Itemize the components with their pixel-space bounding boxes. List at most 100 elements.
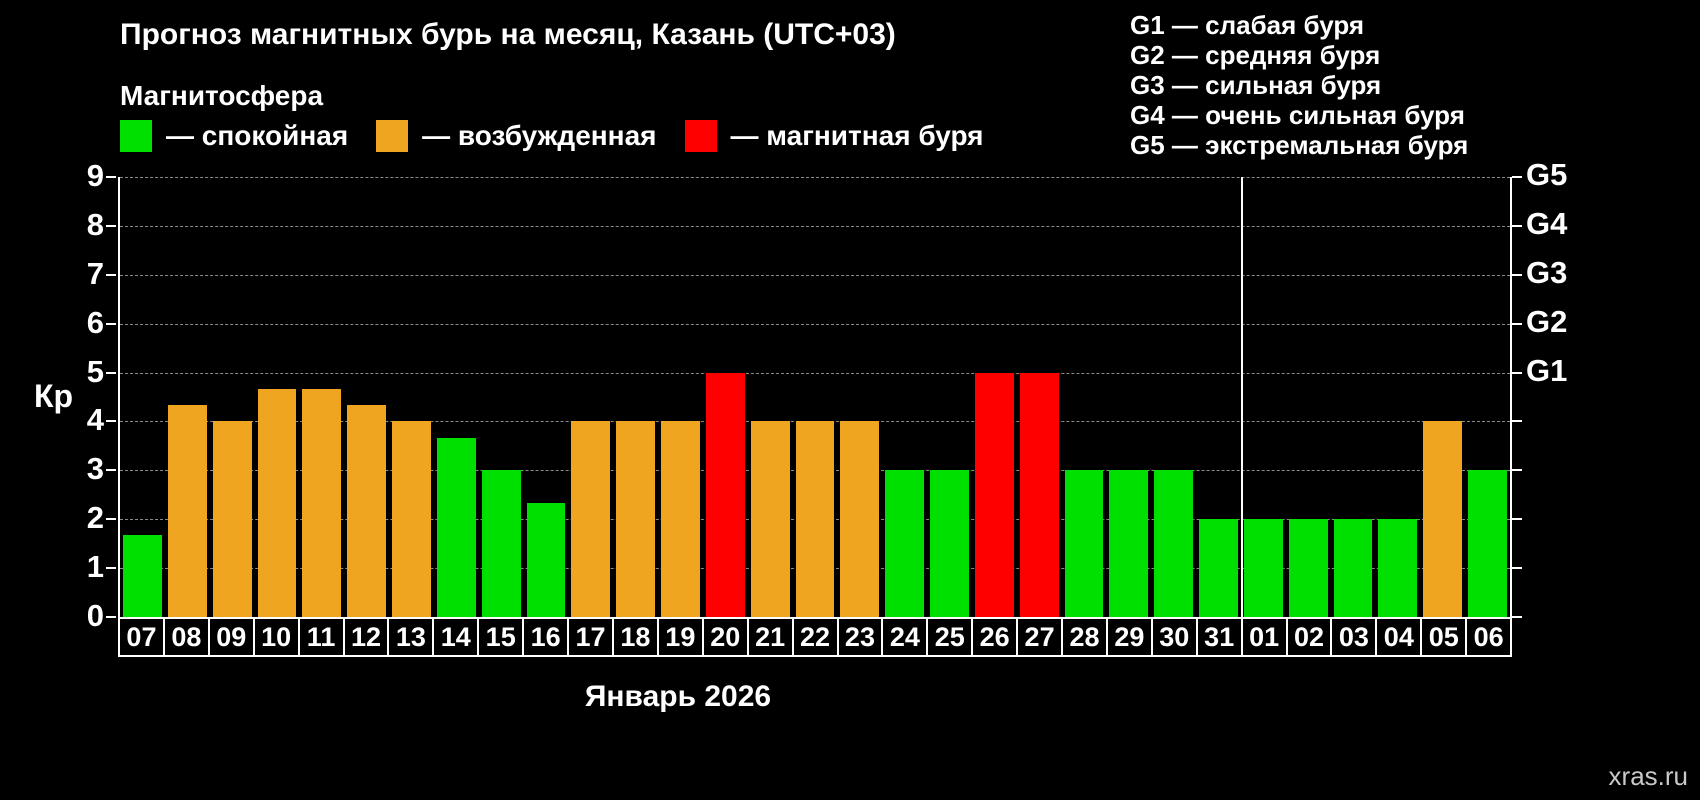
legend-item-storm: — магнитная буря — [684, 120, 984, 152]
legend-item-excited: — возбужденная — [376, 120, 657, 152]
grid-line — [120, 225, 1510, 227]
legend-heading: Магнитосфера — [120, 80, 324, 111]
day-label: 12 — [345, 619, 390, 655]
day-label: 02 — [1288, 619, 1333, 655]
day-label: 01 — [1243, 619, 1288, 655]
g-scale-tick-label: G4 — [1526, 205, 1568, 241]
day-label: 19 — [659, 619, 704, 655]
kp-bar-day-12 — [347, 405, 387, 617]
kp-bar-day-05 — [1423, 421, 1463, 617]
grid-line — [120, 323, 1510, 325]
month-separator-line — [1240, 177, 1243, 617]
left-axis-tick — [106, 273, 116, 276]
kp-bar-day-10 — [257, 388, 297, 617]
day-label: 17 — [569, 619, 614, 655]
day-label: 16 — [524, 619, 570, 655]
kp-bar-day-18 — [616, 421, 656, 617]
y-tick-label: 2 — [86, 500, 104, 536]
x-axis-title: Январь 2026 — [584, 680, 772, 713]
kp-bar-day-09 — [212, 421, 252, 617]
right-axis-tick — [1512, 176, 1522, 178]
kp-bar-day-31 — [1199, 519, 1238, 617]
g-legend-line-g1: G1 — слабая буря — [1130, 10, 1365, 40]
day-label: 30 — [1153, 619, 1198, 655]
right-axis-tick — [1512, 322, 1522, 325]
day-label: 22 — [794, 619, 839, 655]
plot-area — [118, 177, 1512, 617]
kp-bar-day-29 — [1109, 470, 1149, 617]
kp-bar-day-02 — [1288, 519, 1328, 617]
day-label: 06 — [1473, 621, 1504, 652]
day-label: 13 — [389, 619, 435, 655]
right-axis-tick — [1512, 469, 1522, 472]
kp-bar-day-26 — [974, 372, 1014, 617]
left-axis-tick — [106, 322, 116, 325]
right-axis-tick — [1512, 567, 1522, 570]
right-axis-tick — [1512, 371, 1522, 374]
left-axis-tick — [106, 616, 116, 618]
right-axis-tick — [1512, 616, 1522, 618]
left-axis-tick — [106, 567, 116, 570]
day-label: 10 — [255, 619, 300, 655]
kp-bar-day-17 — [571, 421, 611, 617]
g-scale-tick-label: G5 — [1526, 157, 1568, 192]
kp-bar-day-23 — [840, 421, 880, 617]
excited-color-swatch — [376, 120, 409, 152]
left-axis-tick — [106, 420, 116, 423]
y-tick-label: 4 — [86, 402, 104, 438]
kp-bar-day-20 — [705, 372, 745, 617]
left-axis-tick — [106, 371, 116, 374]
kp-bar-day-24 — [885, 470, 925, 617]
right-axis-tick — [1512, 420, 1522, 423]
left-axis-tick — [106, 518, 116, 521]
day-label: 25 — [928, 619, 974, 655]
y-tick-label: 0 — [86, 598, 104, 633]
day-label: 08 — [165, 619, 210, 655]
kp-bar-day-03 — [1333, 519, 1373, 617]
day-label: 26 — [973, 619, 1019, 655]
day-label: 29 — [1108, 619, 1153, 655]
legend-label-storm: — магнитная буря — [730, 120, 984, 151]
chart-title: Прогноз магнитных бурь на месяц, Казань … — [120, 18, 896, 51]
day-label: 07 — [120, 619, 165, 655]
y-tick-label: 8 — [86, 206, 104, 242]
day-label: 18 — [614, 619, 659, 655]
legend-label-quiet: — спокойная — [166, 120, 349, 151]
y-tick-label: 7 — [86, 255, 104, 291]
quiet-color-swatch — [120, 120, 152, 152]
right-axis-tick — [1512, 224, 1522, 227]
g-legend-line-g3: G3 — сильная буря — [1130, 70, 1382, 100]
day-label: 03 — [1332, 619, 1378, 655]
day-label: 28 — [1063, 619, 1108, 655]
kp-bar-day-25 — [930, 470, 969, 617]
kp-bar-day-04 — [1378, 519, 1418, 617]
storm-color-swatch — [684, 120, 717, 152]
y-tick-label: 1 — [86, 549, 104, 585]
day-label: 09 — [210, 619, 255, 655]
y-tick-label: 6 — [86, 304, 104, 340]
day-label: 04 — [1377, 619, 1423, 655]
g-legend-line-g5: G5 — экстремальная буря — [1130, 130, 1469, 160]
kp-bar-day-07 — [123, 535, 162, 617]
kp-bar-day-21 — [750, 421, 790, 617]
legend-label-excited: — возбужденная — [422, 120, 657, 151]
kp-bar-day-14 — [436, 437, 476, 617]
kp-bar-day-16 — [526, 503, 566, 617]
kp-bar-day-06 — [1468, 470, 1507, 617]
day-label: 14 — [434, 619, 480, 655]
grid-line — [120, 372, 1510, 374]
day-label: 20 — [704, 619, 749, 655]
magnetosphere-legend: — спокойная — возбужденная — магнитная б… — [120, 120, 1012, 152]
left-axis-tick — [106, 469, 116, 472]
grid-line — [120, 177, 1510, 178]
legend-item-quiet: — спокойная — [120, 120, 348, 152]
g-scale-tick-label: G3 — [1526, 254, 1568, 290]
grid-line — [120, 274, 1510, 276]
watermark: xras.ru — [1608, 761, 1688, 791]
kp-bar-day-22 — [795, 421, 835, 617]
y-axis-title: Кр — [34, 378, 74, 414]
right-axis-tick — [1512, 518, 1522, 521]
g-legend-line-g4: G4 — очень сильная буря — [1130, 100, 1465, 130]
day-label: 05 — [1422, 619, 1468, 655]
day-label-row: 07 08 09 10 11 12 13 14 15 16 17 18 19 20 21 22 23 24 25 26… — [118, 617, 1512, 657]
